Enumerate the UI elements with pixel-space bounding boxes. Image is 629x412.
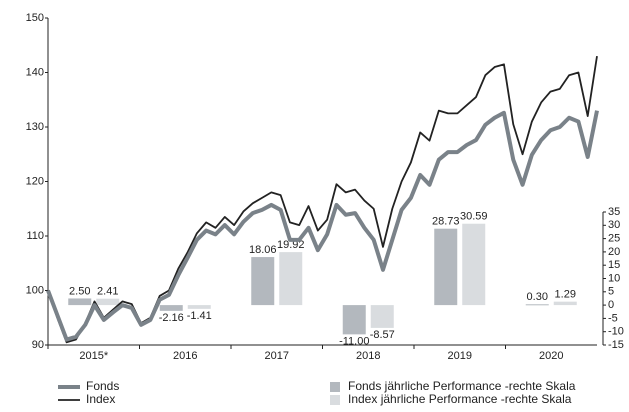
- bar: [370, 305, 394, 328]
- y2-tick-label: -10: [608, 326, 624, 338]
- x-tick-label: 2020: [539, 350, 563, 362]
- bar-value-label: 30.59: [460, 211, 488, 223]
- y-tick-label: 130: [26, 121, 44, 133]
- bar-value-label: 18.06: [249, 244, 277, 256]
- y-tick-label: 120: [26, 175, 44, 187]
- y-tick-label: 110: [26, 230, 44, 242]
- bar-value-label: -1.41: [187, 310, 212, 322]
- bar: [251, 257, 275, 306]
- line: [46, 110, 599, 342]
- legend-swatch: [330, 395, 340, 405]
- x-tick-label: 2016: [173, 350, 197, 362]
- bar: [279, 252, 303, 306]
- x-tick-label: 2017: [265, 350, 289, 362]
- x-tick-label: 2019: [448, 350, 472, 362]
- y2-tick-label: 15: [608, 259, 620, 271]
- legend-label: Fonds jährliche Performance -rechte Skal…: [348, 379, 576, 393]
- bar-value-label: -2.16: [159, 312, 184, 324]
- x-tick-label: 2018: [356, 350, 380, 362]
- line: [47, 56, 598, 344]
- bar: [159, 305, 183, 311]
- bar-value-label: 28.73: [432, 216, 460, 228]
- bar: [342, 305, 366, 335]
- bar-value-label: -11.00: [339, 335, 369, 347]
- y-tick-label: 100: [26, 284, 44, 296]
- bar: [187, 305, 211, 309]
- y2-tick-label: 25: [608, 233, 620, 245]
- bar: [434, 228, 458, 306]
- bar-value-label: 0.30: [527, 291, 548, 303]
- y2-tick-label: 30: [608, 219, 620, 231]
- y-tick-label: 90: [32, 339, 44, 351]
- bar-value-label: 2.50: [69, 285, 90, 297]
- y2-tick-label: -15: [608, 339, 624, 351]
- y2-tick-label: 35: [608, 206, 620, 218]
- y2-tick-label: 5: [608, 286, 614, 298]
- bar-value-label: 19.92: [277, 239, 305, 251]
- y2-tick-label: -5: [608, 312, 618, 324]
- x-tick-label: 2015*: [79, 350, 108, 362]
- legend-label: Index: [86, 392, 115, 406]
- bar: [462, 223, 486, 306]
- y-tick-label: 140: [26, 66, 44, 78]
- y-tick-label: 150: [26, 12, 44, 24]
- bar: [525, 304, 549, 306]
- y2-tick-label: 20: [608, 246, 620, 258]
- y2-tick-label: 10: [608, 272, 620, 284]
- bar-value-label: 1.29: [555, 289, 576, 301]
- bar: [68, 298, 92, 306]
- y2-tick-label: 0: [608, 299, 614, 311]
- legend-swatch: [330, 382, 340, 392]
- bar: [96, 298, 120, 306]
- legend-label: Fonds: [86, 379, 119, 393]
- bar-value-label: 2.41: [97, 286, 118, 298]
- legend-label: Index jährliche Performance -rechte Skal…: [348, 392, 572, 406]
- bar: [553, 301, 577, 306]
- bar-value-label: -8.57: [370, 329, 395, 341]
